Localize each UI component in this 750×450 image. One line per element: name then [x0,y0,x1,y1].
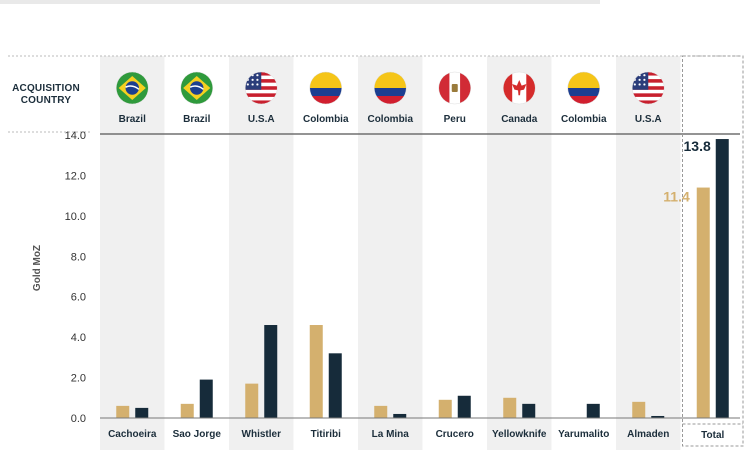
category-label: Cachoeira [108,429,157,440]
y-tick-label: 10.0 [65,211,86,223]
bar-group: 11.4 13.8 [116,138,729,419]
brazil-flag-icon [116,71,149,105]
header-separators [8,55,740,135]
bar-series-b [586,403,600,418]
peru-flag-icon [438,71,471,105]
brazil-flag-icon [180,71,213,105]
bar-series-b [651,415,665,418]
column-band [487,56,552,450]
country-label: Colombia [367,114,413,125]
country-label: Canada [501,114,538,125]
bar-series-b [328,353,342,418]
y-axis-label: Gold MoZ [32,244,43,292]
acquisition-country-label: ACQUISITION COUNTRY [6,83,86,107]
country-label: Brazil [183,114,210,125]
bar-series-a [180,403,194,418]
y-tick-label: 8.0 [71,251,86,263]
y-tick-label: 2.0 [71,373,86,385]
bar-series-b [457,395,471,418]
bar-series-a [503,397,517,418]
bar-series-b [393,413,407,418]
category-label: Yarumalito [558,429,609,440]
column-band [358,56,423,450]
bar-series-a [374,405,388,418]
colombia-flag-icon [309,71,342,105]
category-labels: Cachoeira Sao Jorge Whistler Titiribi La Min… [108,429,724,441]
bar-series-b [135,407,149,418]
country-label: U.S.A [635,114,662,125]
category-label: Crucero [436,429,474,440]
colombia-flag-icon [567,71,600,105]
country-label: U.S.A [248,114,275,125]
bar-series-a [116,405,130,418]
y-tick-label: 12.0 [65,170,86,182]
y-tick-label: 6.0 [71,292,86,304]
bar-series-a [245,383,259,418]
acquisition-label-line2: COUNTRY [20,95,72,106]
country-label: Brazil [119,114,146,125]
bar-series-b [264,325,278,418]
data-label-total-b: 13.8 [684,138,711,154]
category-label: Almaden [627,429,669,440]
canada-flag-icon [503,71,536,105]
y-axis: 0.0 2.0 4.0 6.0 8.0 10.0 12.0 14.0 [65,130,740,425]
acquisition-label-line1: ACQUISITION [12,83,80,94]
category-label: Total [701,430,724,441]
country-label: Peru [444,114,466,125]
bar-series-b [522,403,536,418]
column-band [616,56,681,450]
country-label: Colombia [303,114,349,125]
country-label: Colombia [561,114,607,125]
data-label-total-a: 11.4 [663,189,690,205]
category-label: Sao Jorge [173,429,222,440]
usa-flag-icon [632,71,665,105]
y-tick-label: 14.0 [65,130,86,142]
y-tick-label: 0.0 [71,413,86,425]
category-label: Titiribi [311,429,342,440]
bar-series-a [632,401,646,418]
total-box [682,55,744,447]
colombia-flag-icon [374,71,407,105]
bar-series-b [199,379,213,418]
y-tick-label: 4.0 [71,332,86,344]
bar-series-a [696,187,710,418]
country-flags: Brazil Brazil U.S.A Colombia Colombia Peru Can… [116,71,665,125]
cropped-title-strip [0,0,600,4]
column-bands [100,56,681,450]
bar-series-a [309,325,323,418]
usa-flag-icon [245,71,278,105]
column-band [100,56,165,450]
column-band [229,56,294,450]
total-dashed-frame [682,55,744,447]
bar-series-a [438,399,452,418]
category-label: Yellowknife [492,429,547,440]
category-label: La Mina [372,429,410,440]
bar-series-b [715,139,729,419]
category-label: Whistler [242,429,282,440]
